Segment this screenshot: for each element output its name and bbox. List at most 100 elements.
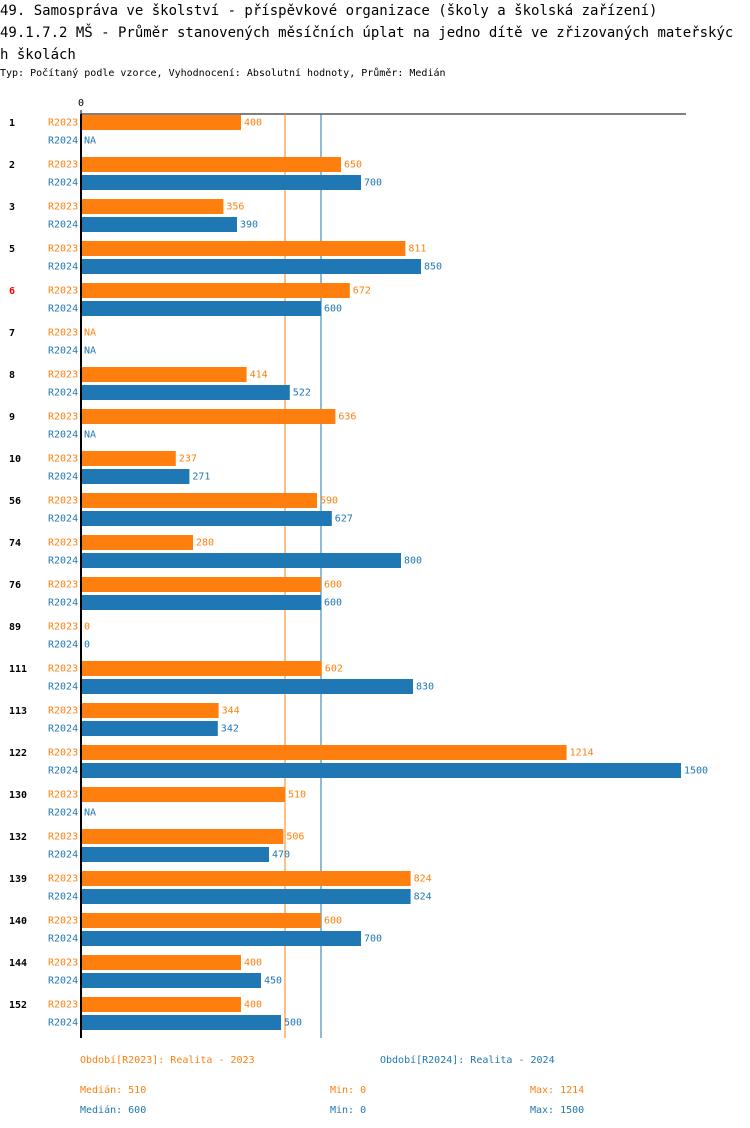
series-label: R2024 xyxy=(48,850,78,861)
bar xyxy=(81,889,411,904)
value-label: 627 xyxy=(335,514,353,525)
value-label: 824 xyxy=(414,892,432,903)
stat-min: Min: 0 xyxy=(330,1085,366,1096)
value-label: 600 xyxy=(324,916,342,927)
bar xyxy=(81,157,341,172)
value-label: 0 xyxy=(84,622,90,633)
value-label: 590 xyxy=(320,496,338,507)
stat-max: Max: 1214 xyxy=(530,1085,584,1096)
series-label: R2024 xyxy=(48,472,78,483)
series-label: R2024 xyxy=(48,430,78,441)
value-label: 506 xyxy=(286,832,304,843)
series-label: R2024 xyxy=(48,976,78,987)
series-label: R2023 xyxy=(48,706,78,717)
category-label: 113 xyxy=(9,706,27,717)
bar xyxy=(81,871,411,886)
series-label: R2023 xyxy=(48,538,78,549)
category-label: 140 xyxy=(9,916,27,927)
series-label: R2024 xyxy=(48,682,78,693)
category-label: 6 xyxy=(9,286,15,297)
series-label: R2023 xyxy=(48,286,78,297)
value-label: 450 xyxy=(264,976,282,987)
series-label: R2024 xyxy=(48,724,78,735)
series-label: R2023 xyxy=(48,412,78,423)
category-label: 130 xyxy=(9,790,27,801)
value-label: 602 xyxy=(325,664,343,675)
na-label: NA xyxy=(84,430,96,441)
value-label: 672 xyxy=(353,286,371,297)
stat-max: Max: 1500 xyxy=(530,1105,584,1116)
bar xyxy=(81,931,361,946)
series-label: R2024 xyxy=(48,934,78,945)
series-label: R2024 xyxy=(48,556,78,567)
stat-min: Min: 0 xyxy=(330,1105,366,1116)
legend-entry: Období[R2024]: Realita - 2024 xyxy=(380,1054,555,1066)
bar xyxy=(81,577,321,592)
bar xyxy=(81,217,237,232)
bar xyxy=(81,595,321,610)
value-label: 600 xyxy=(324,580,342,591)
bar xyxy=(81,787,285,802)
na-label: NA xyxy=(84,808,96,819)
bar xyxy=(81,721,218,736)
series-label: R2024 xyxy=(48,388,78,399)
bar xyxy=(81,763,681,778)
header: 49. Samospráva ve školství - příspěvkové… xyxy=(0,0,735,79)
series-label: R2023 xyxy=(48,916,78,927)
value-label: 800 xyxy=(404,556,422,567)
bar xyxy=(81,385,290,400)
series-label: R2023 xyxy=(48,580,78,591)
na-label: NA xyxy=(84,136,96,147)
value-label: 600 xyxy=(324,304,342,315)
category-label: 111 xyxy=(9,664,27,675)
legend-entry: Období[R2023]: Realita - 2023 xyxy=(80,1054,255,1066)
value-label: 280 xyxy=(196,538,214,549)
category-label: 144 xyxy=(9,958,27,969)
series-label: R2024 xyxy=(48,640,78,651)
value-label: 636 xyxy=(338,412,356,423)
bar xyxy=(81,301,321,316)
bar xyxy=(81,511,332,526)
value-label: 342 xyxy=(221,724,239,735)
series-label: R2024 xyxy=(48,136,78,147)
series-label: R2023 xyxy=(48,496,78,507)
bar xyxy=(81,847,269,862)
chart-title: 49. Samospráva ve školství - příspěvkové… xyxy=(0,3,658,19)
bar xyxy=(81,175,361,190)
stat-median: Medián: 510 xyxy=(80,1084,146,1096)
x-tick-label: 0 xyxy=(78,98,84,109)
value-label: 344 xyxy=(222,706,240,717)
bar xyxy=(81,973,261,988)
series-label: R2023 xyxy=(48,370,78,381)
stat-median: Medián: 600 xyxy=(80,1104,146,1116)
category-label: 9 xyxy=(9,412,15,423)
bar xyxy=(81,241,406,256)
bar xyxy=(81,283,350,298)
bar xyxy=(81,367,247,382)
value-label: 700 xyxy=(364,934,382,945)
bar xyxy=(81,997,241,1012)
series-label: R2023 xyxy=(48,790,78,801)
value-label: 1214 xyxy=(570,748,594,759)
series-label: R2023 xyxy=(48,160,78,171)
bar xyxy=(81,745,567,760)
category-label: 1 xyxy=(9,118,15,129)
series-label: R2023 xyxy=(48,748,78,759)
value-label: 1500 xyxy=(684,766,708,777)
value-label: 356 xyxy=(226,202,244,213)
series-label: R2023 xyxy=(48,622,78,633)
series-label: R2023 xyxy=(48,664,78,675)
bar xyxy=(81,913,321,928)
na-label: NA xyxy=(84,328,96,339)
bar xyxy=(81,493,317,508)
category-label: 132 xyxy=(9,832,27,843)
chart-note: Typ: Počítaný podle vzorce, Vyhodnocení:… xyxy=(0,68,446,79)
value-label: 400 xyxy=(244,958,262,969)
series-label: R2024 xyxy=(48,892,78,903)
category-label: 76 xyxy=(9,580,21,591)
series-label: R2023 xyxy=(48,328,78,339)
category-label: 122 xyxy=(9,748,27,759)
bar xyxy=(81,955,241,970)
